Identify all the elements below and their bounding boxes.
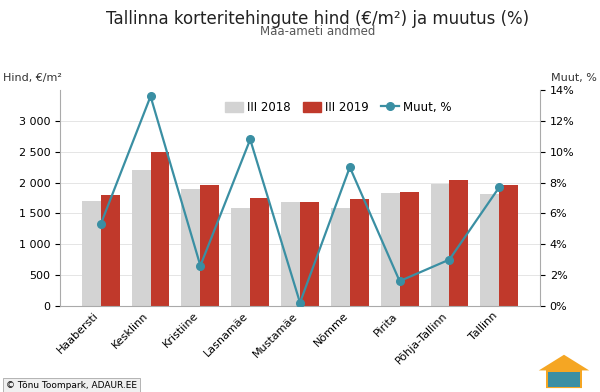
Text: © Tõnu Toompark, ADAUR.EE: © Tõnu Toompark, ADAUR.EE — [6, 381, 137, 390]
Bar — [200, 185, 220, 306]
Muut, % — [496, 185, 503, 190]
Bar — [181, 189, 200, 306]
Text: Tallinna korteritehingute hind (€/m²) ja muutus (%): Tallinna korteritehingute hind (€/m²) ja… — [106, 10, 530, 28]
Bar — [101, 196, 119, 306]
Muut, % — [147, 94, 154, 99]
Bar — [300, 201, 319, 306]
Muut, % — [247, 137, 254, 142]
Bar — [548, 372, 580, 387]
Muut, % — [97, 222, 104, 227]
Muut, % — [296, 300, 304, 305]
Bar — [481, 194, 499, 306]
Bar — [131, 170, 151, 306]
Text: Muut, %: Muut, % — [551, 73, 597, 83]
Bar — [331, 209, 350, 306]
Bar — [350, 199, 369, 306]
Text: Maa-ameti andmed: Maa-ameti andmed — [260, 25, 376, 38]
Muut, % — [346, 165, 353, 169]
Bar — [231, 209, 250, 306]
Muut, % — [446, 257, 453, 262]
Bar — [380, 193, 400, 306]
Bar — [431, 184, 449, 306]
Bar — [82, 201, 101, 306]
Polygon shape — [539, 355, 589, 388]
Bar — [250, 198, 269, 306]
Text: Hind, €/m²: Hind, €/m² — [3, 73, 62, 83]
Muut, % — [197, 263, 204, 268]
Bar — [151, 152, 169, 306]
Bar — [281, 201, 300, 306]
Bar — [499, 185, 518, 306]
Legend: III 2018, III 2019, Muut, %: III 2018, III 2019, Muut, % — [220, 96, 457, 118]
Bar — [400, 192, 419, 306]
Muut, % — [396, 279, 403, 283]
Line: Muut, %: Muut, % — [97, 93, 503, 307]
Bar — [449, 180, 469, 306]
